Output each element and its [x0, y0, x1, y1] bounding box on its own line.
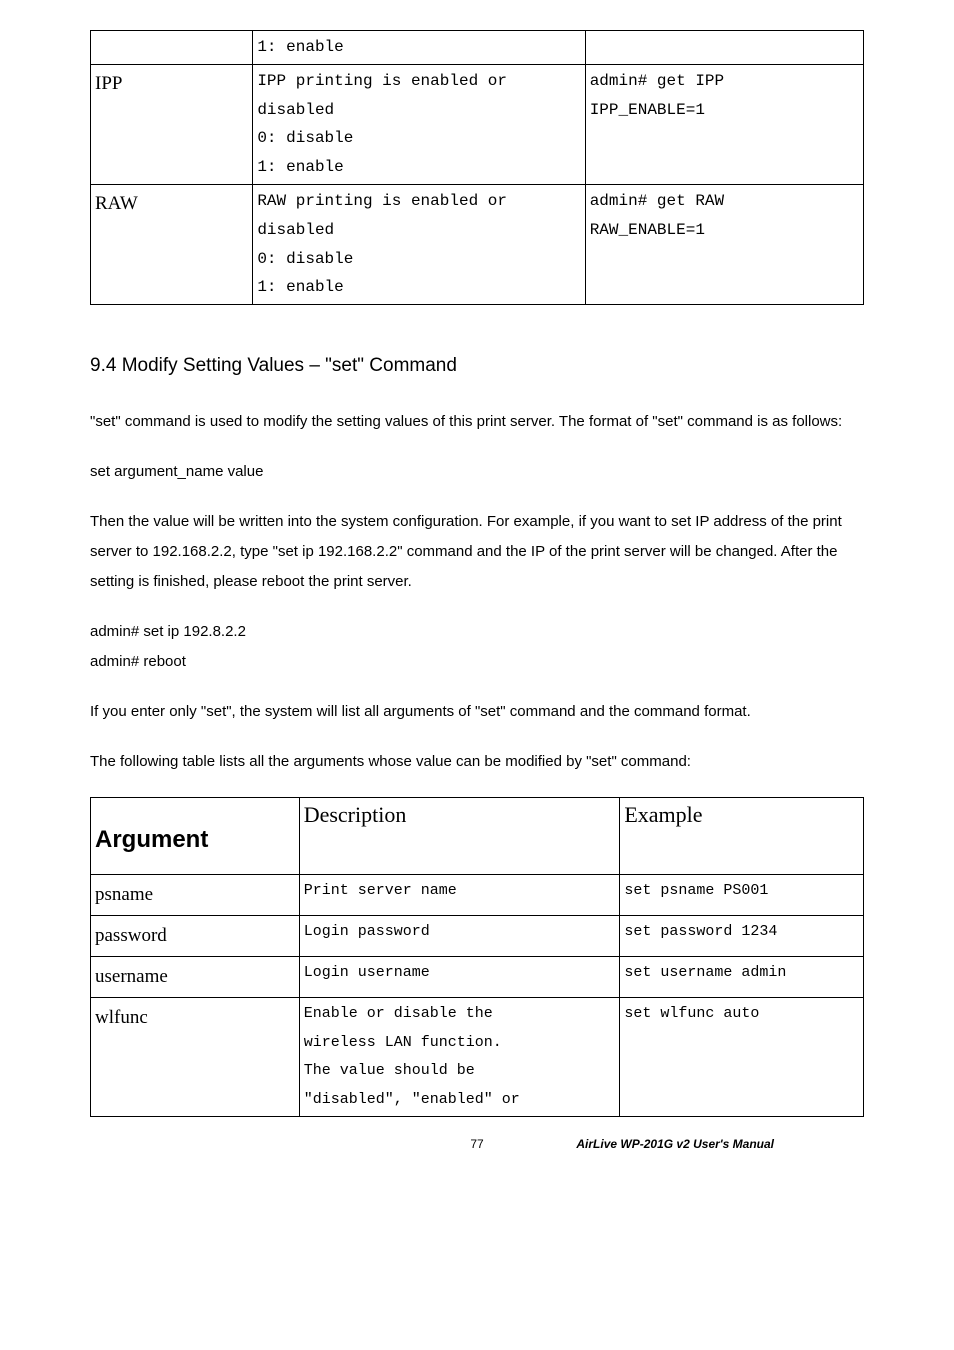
page: 1: enable IPP IPP printing is enabled or…	[0, 0, 954, 1207]
section-heading: 9.4 Modify Setting Values – "set" Comman…	[90, 355, 864, 377]
page-footer: 77 AirLive WP-201G v2 User's Manual	[90, 1137, 864, 1167]
cell-arg: IPP	[91, 64, 253, 184]
cell-arg: RAW	[91, 184, 253, 304]
paragraph: Then the value will be written into the …	[90, 507, 864, 597]
paragraph: set argument_name value	[90, 457, 864, 487]
table-row: 1: enable	[91, 31, 864, 65]
table-row: psname Print server name set psname PS00…	[91, 875, 864, 916]
paragraph: If you enter only "set", the system will…	[90, 697, 864, 727]
table-header-row: Argument Description Example	[91, 798, 864, 875]
paragraph: The following table lists all the argume…	[90, 747, 864, 777]
cell-desc: IPP printing is enabled ordisabled0: dis…	[253, 64, 585, 184]
cell-arg: password	[91, 916, 300, 957]
manual-title: AirLive WP-201G v2 User's Manual	[576, 1137, 774, 1151]
cell-ex: admin# get RAWRAW_ENABLE=1	[585, 184, 863, 304]
cell-ex: set wlfunc auto	[620, 998, 864, 1117]
cell-arg: wlfunc	[91, 998, 300, 1117]
settings-table-continued: 1: enable IPP IPP printing is enabled or…	[90, 30, 864, 305]
header-argument: Argument	[91, 798, 300, 875]
command-line: admin# reboot	[90, 647, 864, 677]
table-row: wlfunc Enable or disable thewireless LAN…	[91, 998, 864, 1117]
cell-desc: Login username	[299, 957, 620, 998]
cell-ex	[585, 31, 863, 65]
cell-ex: set username admin	[620, 957, 864, 998]
cell-desc: Enable or disable thewireless LAN functi…	[299, 998, 620, 1117]
cell-arg: psname	[91, 875, 300, 916]
table-row: username Login username set username adm…	[91, 957, 864, 998]
header-description: Description	[299, 798, 620, 875]
cell-text: RAW	[95, 193, 138, 214]
cell-desc: Login password	[299, 916, 620, 957]
paragraph: "set" command is used to modify the sett…	[90, 407, 864, 437]
arguments-table: Argument Description Example psname Prin…	[90, 797, 864, 1117]
cell-desc: RAW printing is enabled ordisabled0: dis…	[253, 184, 585, 304]
cell-ex: set password 1234	[620, 916, 864, 957]
table-row: IPP IPP printing is enabled ordisabled0:…	[91, 64, 864, 184]
table-row: password Login password set password 123…	[91, 916, 864, 957]
table-row: RAW RAW printing is enabled ordisabled0:…	[91, 184, 864, 304]
cell-arg: username	[91, 957, 300, 998]
command-line: admin# set ip 192.8.2.2	[90, 617, 864, 647]
cell-text: 1: enable	[257, 38, 343, 56]
header-example: Example	[620, 798, 864, 875]
cell-desc: 1: enable	[253, 31, 585, 65]
cell-arg	[91, 31, 253, 65]
cell-ex: admin# get IPPIPP_ENABLE=1	[585, 64, 863, 184]
cell-text: IPP	[95, 73, 122, 94]
cell-ex: set psname PS001	[620, 875, 864, 916]
cell-desc: Print server name	[299, 875, 620, 916]
